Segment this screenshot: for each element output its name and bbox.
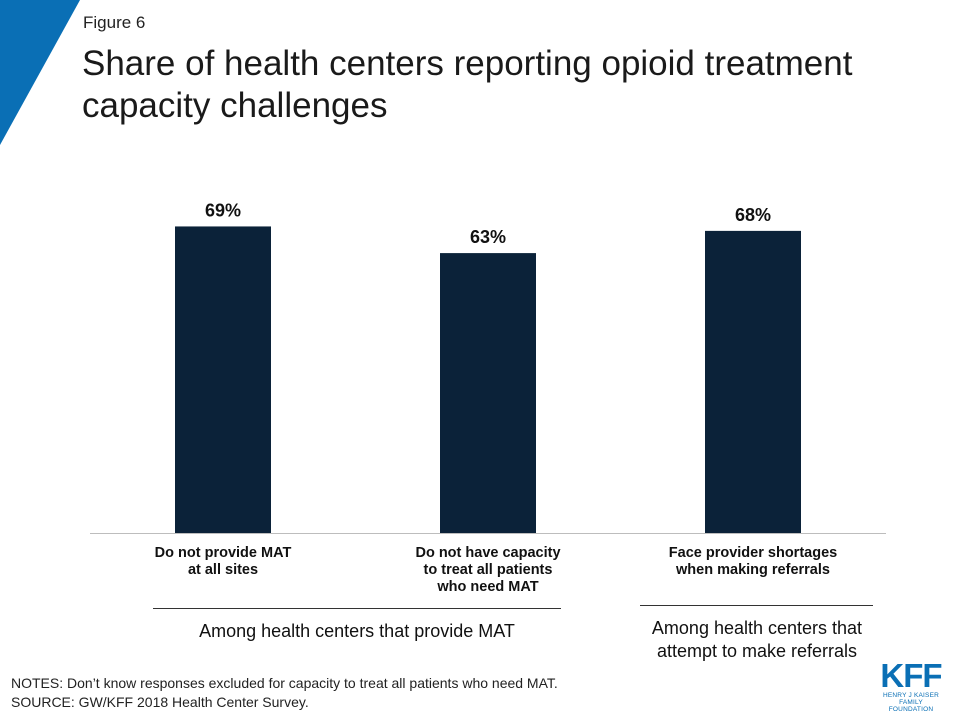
category-label-2-line-1: when making referrals <box>676 562 830 578</box>
source-line: SOURCE: GW/KFF 2018 Health Center Survey… <box>11 694 309 710</box>
data-label-1: 63% <box>470 227 506 247</box>
bar-2 <box>705 230 801 533</box>
bar-0 <box>175 226 271 533</box>
category-label-0: Do not provide MAT at all sites <box>113 545 333 579</box>
figure-label: Figure 6 <box>83 13 146 32</box>
kff-logo: KFF HENRY J KAISER FAMILY FOUNDATION <box>876 657 946 713</box>
category-label-1-line-0: Do not have capacity <box>415 545 561 561</box>
group-divider-1 <box>640 605 873 606</box>
data-label-2: 68% <box>735 205 771 225</box>
logo-subline-1: FAMILY FOUNDATION <box>888 699 934 713</box>
group-label-1-line-0: Among health centers that <box>651 618 863 638</box>
category-label-0-line-0: Do not provide MAT <box>154 545 292 561</box>
logo-subline-0: HENRY J KAISER <box>882 692 940 699</box>
group-label-0: Among health centers that provide MAT <box>199 621 515 641</box>
group-divider-0 <box>153 608 561 609</box>
data-label-0: 69% <box>205 200 241 220</box>
corner-accent <box>0 0 80 145</box>
bar-1 <box>440 253 536 533</box>
category-label-1-line-1: to treat all patients <box>423 562 553 578</box>
category-label-2-line-0: Face provider shortages <box>668 545 838 561</box>
category-label-1-line-2: who need MAT <box>437 579 539 595</box>
chart-title: Share of health centers reporting opioid… <box>82 44 853 125</box>
logo-wordmark: KFF <box>880 657 942 694</box>
notes: NOTES: Don’t know responses excluded for… <box>11 674 558 712</box>
notes-line: NOTES: Don’t know responses excluded for… <box>11 675 558 691</box>
category-label-2: Face provider shortages when making refe… <box>643 545 863 579</box>
category-label-1: Do not have capacity to treat all patien… <box>378 545 598 596</box>
category-label-0-line-1: at all sites <box>187 562 259 578</box>
group-label-1-line-1: attempt to make referrals <box>656 641 858 661</box>
group-label-1: Among health centers that attempt to mak… <box>612 617 902 663</box>
